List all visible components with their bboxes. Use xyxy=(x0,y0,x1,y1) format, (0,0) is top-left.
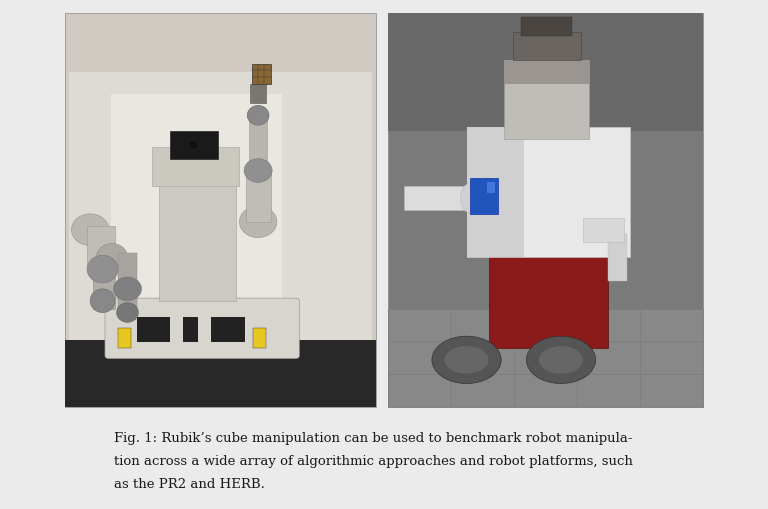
Bar xyxy=(521,17,572,37)
Bar xyxy=(488,171,608,348)
Ellipse shape xyxy=(96,243,127,271)
Bar xyxy=(505,60,589,139)
Bar xyxy=(388,308,703,407)
Ellipse shape xyxy=(87,256,118,283)
Bar xyxy=(111,94,283,308)
Bar xyxy=(252,64,270,84)
Ellipse shape xyxy=(445,346,488,374)
Bar xyxy=(211,317,245,342)
Bar xyxy=(182,293,213,340)
Bar xyxy=(253,328,266,348)
Ellipse shape xyxy=(432,336,502,384)
Bar xyxy=(388,13,703,407)
Ellipse shape xyxy=(244,159,272,182)
Bar xyxy=(159,182,237,301)
Ellipse shape xyxy=(539,346,583,374)
Bar xyxy=(69,72,372,340)
Bar xyxy=(65,340,376,407)
Ellipse shape xyxy=(240,206,276,238)
Bar xyxy=(513,33,581,60)
Bar xyxy=(467,127,524,257)
Bar xyxy=(470,179,498,214)
Bar xyxy=(403,186,473,210)
Ellipse shape xyxy=(188,140,199,150)
Bar xyxy=(118,253,137,313)
Text: as the PR2 and HERB.: as the PR2 and HERB. xyxy=(114,478,264,491)
Ellipse shape xyxy=(526,336,596,384)
Bar xyxy=(505,60,589,83)
Bar xyxy=(170,131,217,159)
Bar xyxy=(118,328,131,348)
Ellipse shape xyxy=(71,214,109,245)
Bar xyxy=(467,127,631,257)
Bar xyxy=(65,13,376,407)
Bar xyxy=(87,226,115,265)
Ellipse shape xyxy=(117,303,138,322)
Bar xyxy=(583,218,624,242)
Bar xyxy=(249,116,267,163)
Bar xyxy=(246,171,270,222)
Ellipse shape xyxy=(460,182,485,214)
Text: tion across a wide array of algorithmic approaches and robot platforms, such: tion across a wide array of algorithmic … xyxy=(114,455,633,468)
Ellipse shape xyxy=(247,105,269,125)
Bar xyxy=(250,84,266,103)
Bar xyxy=(388,13,703,131)
Bar xyxy=(93,261,115,308)
Bar xyxy=(487,182,495,192)
Bar xyxy=(184,317,198,342)
Bar xyxy=(152,147,240,186)
Text: Fig. 1: Rubik’s cube manipulation can be used to benchmark robot manipula-: Fig. 1: Rubik’s cube manipulation can be… xyxy=(114,432,632,445)
FancyBboxPatch shape xyxy=(105,298,300,358)
Bar xyxy=(137,317,170,342)
Bar xyxy=(608,234,627,281)
Ellipse shape xyxy=(114,277,141,301)
Ellipse shape xyxy=(90,289,115,313)
Bar xyxy=(488,171,608,182)
